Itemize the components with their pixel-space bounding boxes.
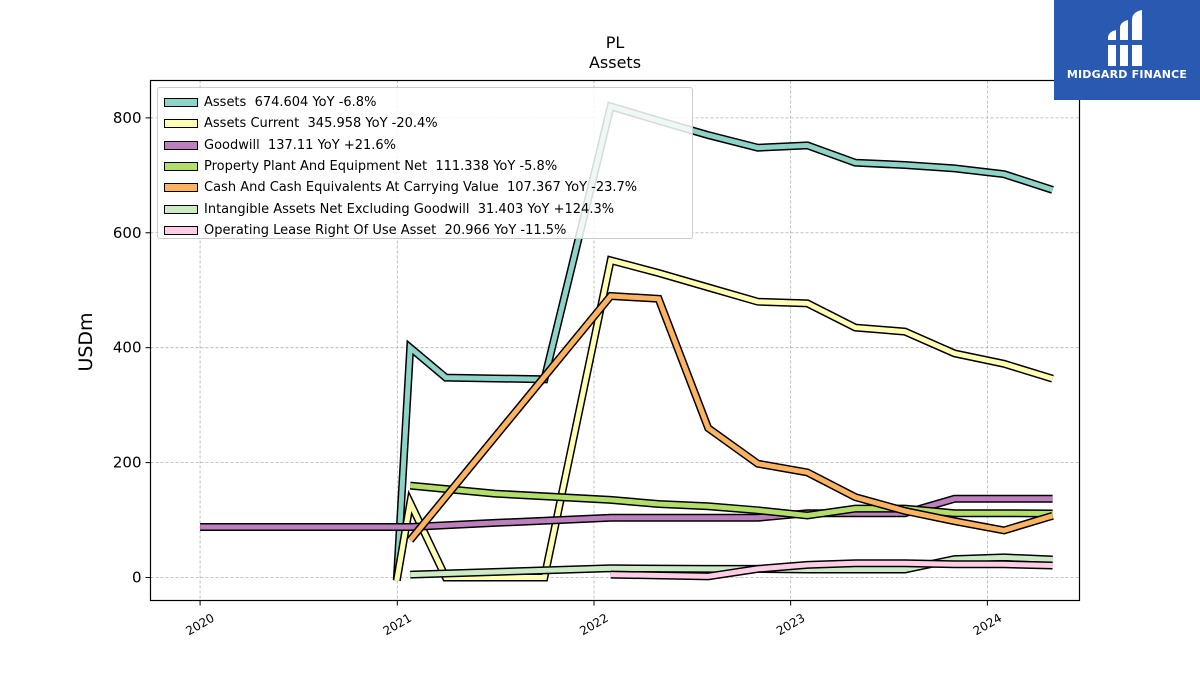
y-tick-label: 400 [113,339,142,357]
x-tick-label: 2022 [577,611,610,638]
x-tick-label: 2023 [774,611,807,638]
series-line [408,293,1054,542]
series-line [610,560,1053,579]
legend-item: Cash And Cash Equivalents At Carrying Va… [164,177,692,198]
plot-frame [149,79,1081,602]
series-6 [410,553,1053,579]
x-tick-label: 2024 [971,611,1004,638]
y-tick-label: 600 [113,224,142,242]
legend-swatch [164,162,198,172]
series-5 [407,291,1054,543]
legend-label: Assets 674.604 YoY -6.8% [204,95,377,111]
legend-label: Property Plant And Equipment Net 111.338… [204,159,558,175]
series-line [394,257,1054,581]
logo-text: MIDGARD FINANCE [1066,68,1188,81]
x-tick-label: 2020 [183,611,216,638]
legend-item: Goodwill 137.11 YoY +21.6% [164,135,692,156]
legend-item: Assets 674.604 YoY -6.8% [164,92,692,113]
legend-swatch [164,183,198,193]
y-tick-label: 200 [113,454,142,472]
legend-swatch [164,204,198,214]
y-tick-label: 0 [132,569,142,587]
legend: Assets 674.604 YoY -6.8% Assets Current 3… [157,87,693,239]
series-line [394,103,1054,581]
series-line [409,483,1053,519]
series-7 [610,559,1053,581]
series-1 [392,101,1054,581]
series-2 [392,255,1054,582]
legend-swatch [164,98,198,108]
y-axis-label: USDm [75,312,97,371]
legend-swatch [164,119,198,129]
y-tick-label: 800 [113,109,142,127]
series-4 [409,481,1053,520]
legend-label: Goodwill 137.11 YoY +21.6% [204,137,397,153]
legend-swatch [164,225,198,235]
legend-label: Operating Lease Right Of Use Asset 20.96… [204,222,567,238]
series-line-outline [392,255,1054,582]
series-layer [200,101,1054,582]
legend-item: Assets Current 345.958 YoY -20.4% [164,113,692,134]
series-line [410,554,1053,578]
legend-label: Assets Current 345.958 YoY -20.4% [204,116,438,132]
legend-item: Operating Lease Right Of Use Asset 20.96… [164,220,692,241]
series-line-outline [407,291,1054,543]
brand-logo: MIDGARD FINANCE [1054,0,1200,100]
chart-subtitle: Assets [589,53,641,72]
legend-item: Intangible Assets Net Excluding Goodwill… [164,198,692,219]
chart-title: PL [606,33,625,52]
legend-item: Property Plant And Equipment Net 111.338… [164,156,692,177]
legend-label: Intangible Assets Net Excluding Goodwill… [204,201,615,217]
legend-swatch [164,140,198,150]
x-tick-label: 2021 [381,611,414,638]
logo-mark-icon [1106,10,1146,66]
legend-label: Cash And Cash Equivalents At Carrying Va… [204,180,638,196]
